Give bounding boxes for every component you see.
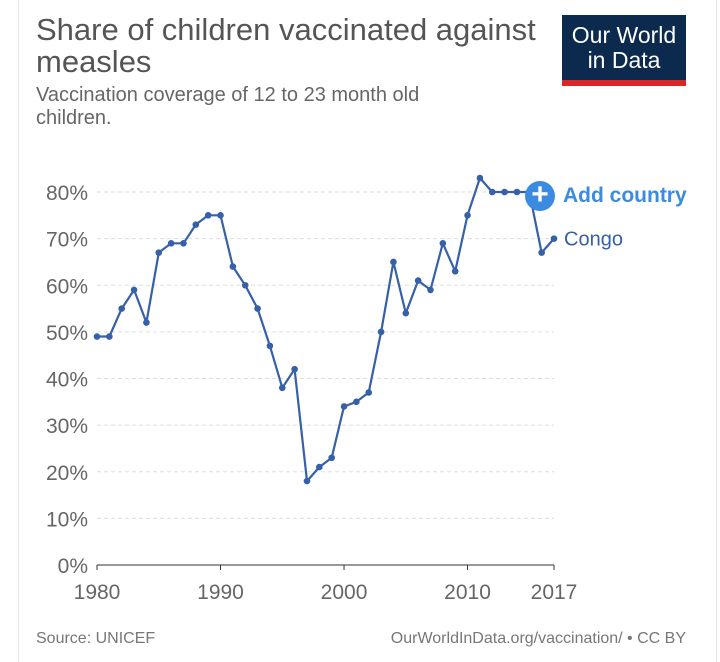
data-point xyxy=(476,174,484,182)
y-tick-label: 10% xyxy=(46,508,88,531)
data-point xyxy=(217,212,224,219)
data-point xyxy=(340,403,348,410)
data-point xyxy=(451,267,459,275)
data-point xyxy=(291,365,298,373)
data-point xyxy=(464,212,471,219)
data-point xyxy=(414,277,422,284)
data-point xyxy=(241,281,249,289)
x-tick-label: 2017 xyxy=(531,581,578,604)
data-point xyxy=(229,263,237,270)
chart-frame xyxy=(18,0,717,662)
data-point xyxy=(390,258,397,266)
data-point xyxy=(130,286,138,294)
data-point xyxy=(278,384,286,392)
y-tick-label: 40% xyxy=(46,369,88,392)
y-tick-label: 0% xyxy=(58,555,88,578)
data-point xyxy=(254,305,261,312)
data-point xyxy=(266,342,274,350)
data-point xyxy=(439,239,447,247)
data-point xyxy=(192,221,200,228)
x-tick-label: 1990 xyxy=(197,581,244,604)
x-tick-label: 2010 xyxy=(444,581,491,604)
data-point xyxy=(167,239,175,247)
y-tick-label: 30% xyxy=(46,415,88,438)
data-point xyxy=(402,309,410,317)
data-point xyxy=(513,188,521,196)
data-point xyxy=(538,249,545,256)
data-point xyxy=(204,212,212,219)
logo-line-2: in Data xyxy=(587,46,661,73)
source-note: Source: UNICEF xyxy=(36,630,156,647)
data-point xyxy=(180,239,187,247)
data-point xyxy=(118,305,126,312)
logo-line-1: Our World xyxy=(571,21,677,48)
data-point xyxy=(377,328,385,336)
data-point xyxy=(155,249,163,256)
data-point xyxy=(143,319,150,326)
data-point xyxy=(365,389,373,396)
chart-title: Share of children vaccinated against mea… xyxy=(36,12,536,79)
y-tick-label: 80% xyxy=(46,182,88,205)
data-point xyxy=(550,235,558,242)
data-point xyxy=(427,286,434,294)
owid-logo[interactable]: Our World in Data xyxy=(562,15,686,86)
data-point xyxy=(328,454,335,462)
data-point xyxy=(501,188,508,196)
x-tick-label: 1980 xyxy=(74,581,121,604)
series-line xyxy=(97,176,555,483)
add-country-button[interactable]: + Add country xyxy=(525,180,687,211)
source-link[interactable]: OurWorldInData.org/vaccination/ • CC BY xyxy=(390,630,686,647)
data-point xyxy=(488,188,496,196)
plus-icon: + xyxy=(525,180,555,211)
data-point xyxy=(353,398,360,406)
add-country-label: Add country xyxy=(563,184,687,207)
x-tick-label: 2000 xyxy=(321,581,368,604)
y-tick-label: 50% xyxy=(46,322,88,345)
data-point xyxy=(316,463,323,471)
chart-subtitle: Vaccination coverage of 12 to 23 month o… xyxy=(36,84,420,129)
series-label: Congo xyxy=(564,229,623,251)
data-point xyxy=(93,333,101,340)
y-tick-label: 20% xyxy=(46,462,88,485)
y-tick-label: 70% xyxy=(46,229,88,252)
data-point xyxy=(106,333,113,340)
data-point xyxy=(303,477,311,485)
y-tick-label: 60% xyxy=(46,275,88,298)
